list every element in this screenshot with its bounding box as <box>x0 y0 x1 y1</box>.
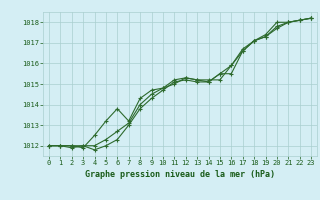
X-axis label: Graphe pression niveau de la mer (hPa): Graphe pression niveau de la mer (hPa) <box>85 170 275 179</box>
